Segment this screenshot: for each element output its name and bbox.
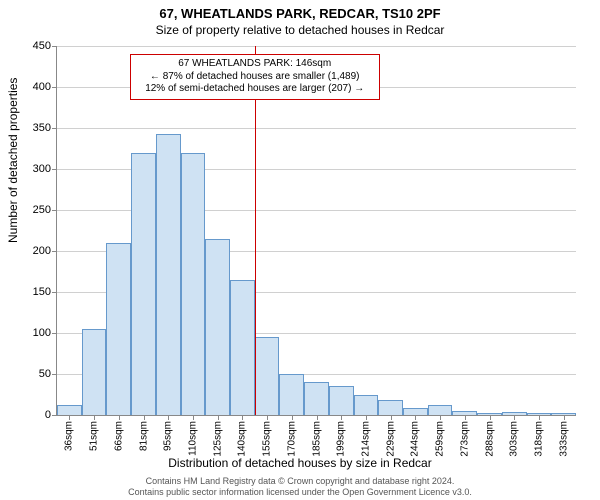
y-tick-label: 0 <box>45 409 57 421</box>
histogram-bar <box>255 337 280 415</box>
x-tick-label: 303sqm <box>509 421 520 457</box>
annotation-line: 12% of semi-detached houses are larger (… <box>137 83 373 96</box>
histogram-bar <box>131 153 156 415</box>
annotation-line: 67 WHEATLANDS PARK: 146sqm <box>137 58 373 71</box>
footer-line: Contains HM Land Registry data © Crown c… <box>0 476 600 487</box>
x-tick <box>292 415 293 420</box>
x-tick <box>341 415 342 420</box>
x-tick-label: 140sqm <box>237 421 248 457</box>
x-tick-label: 273sqm <box>459 421 470 457</box>
x-tick <box>440 415 441 420</box>
y-tick-label: 450 <box>33 40 57 52</box>
x-tick-label: 229sqm <box>385 421 396 457</box>
annotation-box: 67 WHEATLANDS PARK: 146sqm← 87% of detac… <box>130 54 380 100</box>
x-tick-label: 36sqm <box>64 421 75 451</box>
x-tick-label: 81sqm <box>138 421 149 451</box>
histogram-bar <box>82 329 107 415</box>
reference-line <box>255 46 256 415</box>
x-tick-label: 66sqm <box>113 421 124 451</box>
chart-container: 67, WHEATLANDS PARK, REDCAR, TS10 2PF Si… <box>0 0 600 500</box>
y-tick-label: 150 <box>33 286 57 298</box>
x-tick-label: 185sqm <box>311 421 322 457</box>
histogram-bar <box>57 405 82 415</box>
histogram-bar <box>428 405 453 415</box>
x-tick <box>514 415 515 420</box>
x-tick <box>415 415 416 420</box>
grid-line <box>57 128 576 129</box>
x-tick <box>144 415 145 420</box>
x-tick <box>242 415 243 420</box>
y-tick-label: 350 <box>33 122 57 134</box>
chart-subtitle: Size of property relative to detached ho… <box>0 21 600 37</box>
x-tick-label: 125sqm <box>212 421 223 457</box>
x-tick <box>69 415 70 420</box>
x-tick-label: 110sqm <box>187 421 198 456</box>
x-tick <box>218 415 219 420</box>
y-tick-label: 400 <box>33 81 57 93</box>
histogram-bar <box>230 280 255 415</box>
x-tick-label: 244sqm <box>410 421 421 457</box>
x-tick <box>564 415 565 420</box>
x-tick-label: 214sqm <box>360 421 371 457</box>
x-tick-label: 199sqm <box>336 421 347 457</box>
histogram-bar <box>378 400 403 415</box>
footer-line: Contains public sector information licen… <box>0 487 600 498</box>
x-tick <box>193 415 194 420</box>
histogram-bar <box>279 374 304 415</box>
histogram-bar <box>156 134 181 415</box>
x-tick-label: 51sqm <box>89 421 100 451</box>
x-tick-label: 288sqm <box>484 421 495 457</box>
y-tick-label: 300 <box>33 163 57 175</box>
x-tick <box>168 415 169 420</box>
x-tick-label: 95sqm <box>163 421 174 451</box>
y-tick-label: 200 <box>33 245 57 257</box>
histogram-bar <box>304 382 329 415</box>
x-tick <box>539 415 540 420</box>
y-axis-label: Number of detached properties <box>6 78 20 243</box>
chart-title: 67, WHEATLANDS PARK, REDCAR, TS10 2PF <box>0 0 600 21</box>
histogram-bar <box>205 239 230 415</box>
footer-attribution: Contains HM Land Registry data © Crown c… <box>0 476 600 498</box>
x-tick-label: 259sqm <box>435 421 446 457</box>
y-tick-label: 50 <box>39 368 57 380</box>
x-tick-label: 333sqm <box>558 421 569 457</box>
x-axis-label: Distribution of detached houses by size … <box>0 456 600 470</box>
x-tick <box>391 415 392 420</box>
x-tick <box>94 415 95 420</box>
y-tick-label: 250 <box>33 204 57 216</box>
plot-area: 05010015020025030035040045036sqm51sqm66s… <box>56 46 576 416</box>
x-tick-label: 155sqm <box>262 421 273 457</box>
histogram-bar <box>329 386 354 415</box>
histogram-bar <box>181 153 206 415</box>
x-tick <box>366 415 367 420</box>
x-tick <box>490 415 491 420</box>
annotation-line: ← 87% of detached houses are smaller (1,… <box>137 71 373 84</box>
x-tick <box>119 415 120 420</box>
x-tick-label: 170sqm <box>286 421 297 457</box>
histogram-bar <box>106 243 131 415</box>
x-tick-label: 318sqm <box>533 421 544 457</box>
x-tick <box>317 415 318 420</box>
grid-line <box>57 46 576 47</box>
y-tick-label: 100 <box>33 327 57 339</box>
x-tick <box>267 415 268 420</box>
histogram-bar <box>354 395 379 416</box>
x-tick <box>465 415 466 420</box>
